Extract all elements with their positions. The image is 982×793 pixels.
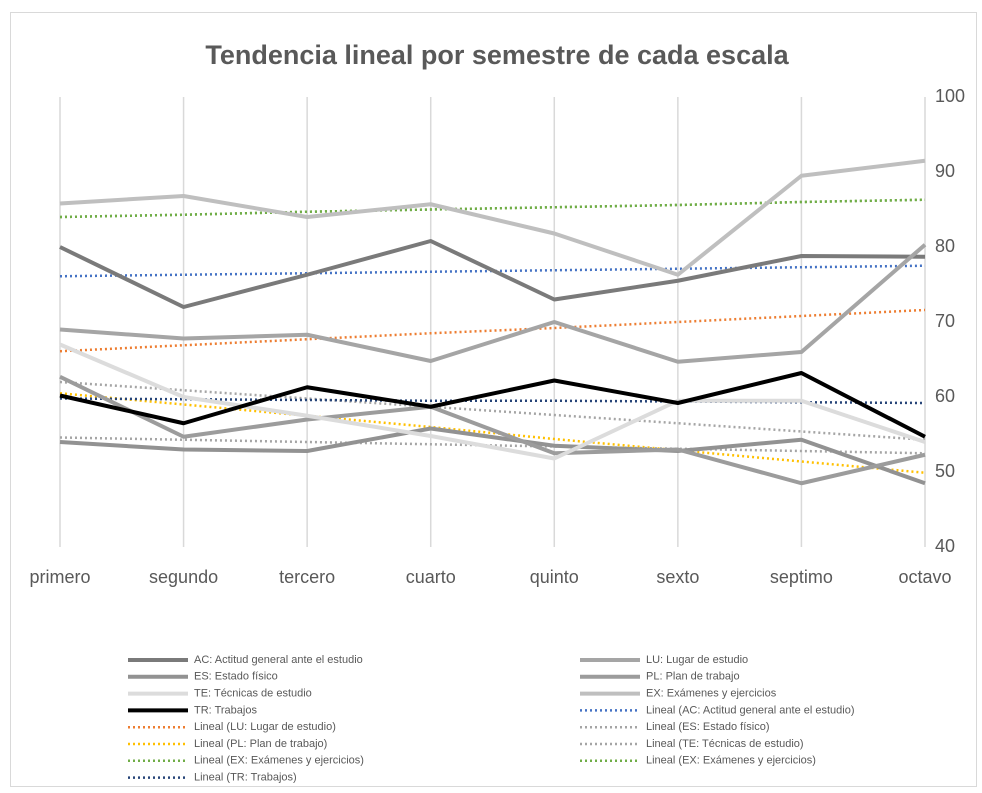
x-tick-label: quinto bbox=[530, 567, 579, 587]
x-tick-label: sexto bbox=[656, 567, 699, 587]
series-line bbox=[59, 198, 926, 219]
y-tick-label: 100 bbox=[935, 86, 965, 106]
y-tick-label: 50 bbox=[935, 461, 955, 481]
x-tick-label: cuarto bbox=[406, 567, 456, 587]
y-tick-label: 40 bbox=[935, 536, 955, 556]
series-line bbox=[59, 264, 926, 278]
legend-label: AC: Actitud general ante el estudio bbox=[194, 654, 363, 666]
x-tick-label: tercero bbox=[279, 567, 335, 587]
series-line bbox=[59, 436, 926, 455]
x-tick-label: septimo bbox=[770, 567, 833, 587]
chart-title: Tendencia lineal por semestre de cada es… bbox=[205, 40, 789, 70]
legend-label: TE: Técnicas de estudio bbox=[194, 688, 312, 700]
series-line bbox=[59, 243, 927, 364]
legend-label: ES: Estado físico bbox=[194, 671, 278, 683]
legend-label: EX: Exámenes y ejercicios bbox=[646, 688, 777, 700]
legend-label: LU: Lugar de estudio bbox=[646, 654, 748, 666]
legend-label: Lineal (LU: Lugar de estudio) bbox=[194, 721, 336, 733]
y-tick-label: 60 bbox=[935, 386, 955, 406]
y-tick-label: 80 bbox=[935, 236, 955, 256]
y-tick-label: 90 bbox=[935, 161, 955, 181]
legend-label: Lineal (TE: Técnicas de estudio) bbox=[646, 738, 804, 750]
series-line bbox=[59, 158, 926, 277]
legend-label: TR: Trabajos bbox=[194, 704, 257, 716]
series-line bbox=[59, 426, 926, 486]
x-tick-label: octavo bbox=[898, 567, 951, 587]
legend-label: Lineal (EX: Exámenes y ejercicios) bbox=[194, 755, 364, 767]
series-line bbox=[59, 239, 926, 309]
legend-label: Lineal (PL: Plan de trabajo) bbox=[194, 738, 327, 750]
x-tick-label: primero bbox=[29, 567, 90, 587]
legend-label: PL: Plan de trabajo bbox=[646, 671, 740, 683]
legend-label: Lineal (AC: Actitud general ante el estu… bbox=[646, 704, 855, 716]
legend-label: Lineal (ES: Estado físico) bbox=[646, 721, 770, 733]
legend-label: Lineal (EX: Exámenes y ejercicios) bbox=[646, 755, 816, 767]
y-tick-label: 70 bbox=[935, 311, 955, 331]
series-line bbox=[59, 308, 926, 353]
series-line bbox=[59, 342, 926, 461]
x-tick-label: segundo bbox=[149, 567, 218, 587]
series-line bbox=[59, 374, 926, 486]
series-line bbox=[59, 371, 926, 439]
legend-label: Lineal (TR: Trabajos) bbox=[194, 772, 297, 784]
